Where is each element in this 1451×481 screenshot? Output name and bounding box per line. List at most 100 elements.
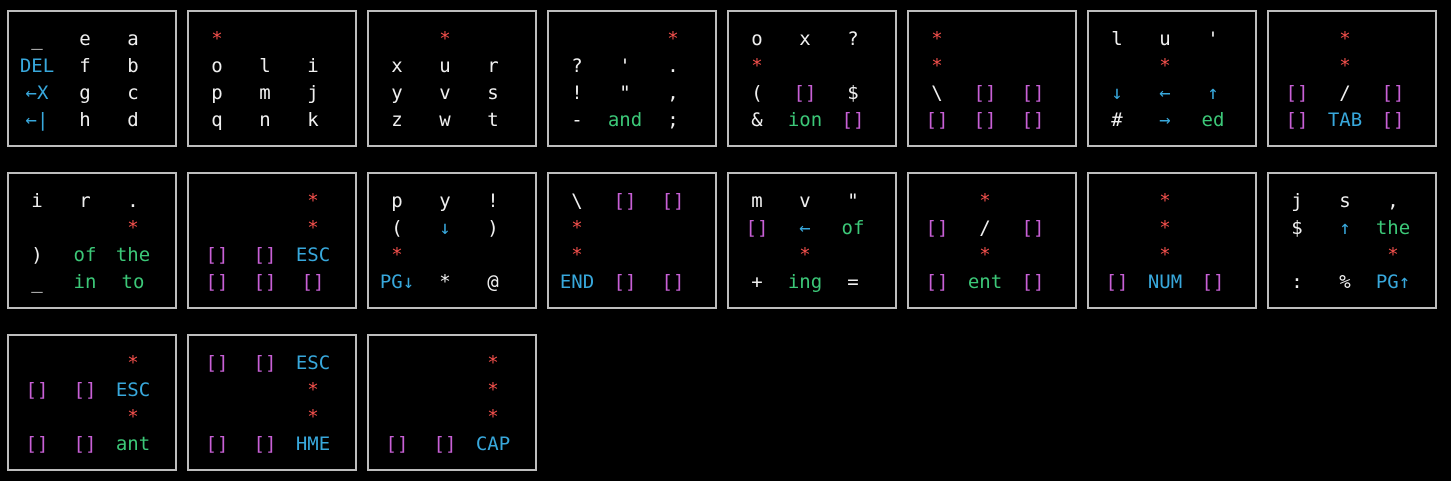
key-label: * — [979, 244, 991, 266]
key-label: l — [1111, 28, 1123, 50]
key-label: of — [841, 217, 865, 239]
key-label: ; — [667, 109, 679, 131]
key-label: * — [439, 271, 451, 293]
key-label: s — [487, 82, 499, 104]
key-label — [1189, 215, 1237, 242]
key-label: ←| — [25, 109, 49, 131]
key-label — [1321, 242, 1369, 269]
key-label: [] — [1021, 109, 1045, 131]
key-label: [] — [1381, 82, 1405, 104]
key-label: * — [931, 55, 943, 77]
key-label: [] — [1021, 271, 1045, 293]
key-label — [1009, 53, 1057, 80]
key-label — [373, 350, 421, 377]
key-label: h — [79, 109, 91, 131]
key-label — [829, 53, 877, 80]
key-label — [241, 188, 289, 215]
key-label — [601, 26, 649, 53]
key-label — [649, 242, 697, 269]
key-label — [913, 242, 961, 269]
key-label: u — [1159, 28, 1171, 50]
key-label: \ — [571, 190, 583, 212]
key-label: . — [667, 55, 679, 77]
key-label: ( — [751, 82, 763, 104]
key-label: e — [79, 28, 91, 50]
key-label: [] — [1201, 271, 1225, 293]
key-label — [421, 377, 469, 404]
key-label: * — [391, 244, 403, 266]
key-label — [241, 215, 289, 242]
key-label: : — [1291, 271, 1303, 293]
key-label: m — [259, 82, 271, 104]
key-label: [] — [253, 352, 277, 374]
key-label: * — [979, 190, 991, 212]
key-label: y — [391, 82, 403, 104]
key-label: ↓ — [1111, 82, 1123, 104]
key-panel-2: * o l i p m j q n k — [187, 10, 357, 147]
key-panel-5: o x? * ([] $ & ion [] — [727, 10, 897, 147]
key-label: [] — [925, 217, 949, 239]
key-label: s — [1339, 190, 1351, 212]
key-label: * — [487, 379, 499, 401]
key-panel-12: \ [] [] * * END [] [] — [547, 172, 717, 309]
key-panel-11: p y! (↓) * PG↓ * @ — [367, 172, 537, 309]
key-label — [13, 404, 61, 431]
key-label: ! — [487, 190, 499, 212]
key-label: \ — [931, 82, 943, 104]
key-label: DEL — [19, 55, 55, 77]
key-label — [913, 188, 961, 215]
key-label: t — [487, 109, 499, 131]
key-label: NUM — [1147, 271, 1183, 293]
key-label: TAB — [1327, 109, 1363, 131]
key-label: [] — [205, 433, 229, 455]
key-label: ? — [847, 28, 859, 50]
key-label: ←X — [25, 82, 49, 104]
key-panel-4: *? '.! ", - and; — [547, 10, 717, 147]
key-label: * — [307, 379, 319, 401]
key-label: z — [391, 109, 403, 131]
key-label — [61, 404, 109, 431]
key-layer-grid: _ e a DEL f b ←X g c ←| h d * o l i p m j q n k * x u r y v s z w t *? '.… — [7, 10, 1437, 471]
key-label: and — [607, 109, 643, 131]
key-label: = — [847, 271, 859, 293]
key-label: * — [571, 244, 583, 266]
key-label: r — [79, 190, 91, 212]
key-label: + — [751, 271, 763, 293]
key-label: g — [79, 82, 91, 104]
key-label — [601, 215, 649, 242]
key-label — [193, 188, 241, 215]
key-label: % — [1339, 271, 1351, 293]
key-label: $ — [1291, 217, 1303, 239]
key-label: * — [127, 217, 139, 239]
key-label: & — [751, 109, 763, 131]
key-label: , — [1387, 190, 1399, 212]
key-label: m — [751, 190, 763, 212]
key-label: x — [391, 55, 403, 77]
key-label — [193, 215, 241, 242]
key-label: ' — [1207, 28, 1219, 50]
key-label: * — [1159, 244, 1171, 266]
key-label: [] — [253, 433, 277, 455]
key-label — [61, 215, 109, 242]
key-label: ESC — [295, 244, 331, 266]
key-label: * — [211, 28, 223, 50]
key-label: o — [751, 28, 763, 50]
key-label: [] — [1105, 271, 1129, 293]
key-panel-14: * [] / [] * [] ent [] — [907, 172, 1077, 309]
key-label: y — [439, 190, 451, 212]
key-label: [] — [73, 379, 97, 401]
key-label: [] — [205, 244, 229, 266]
key-label — [61, 350, 109, 377]
key-label: * — [439, 28, 451, 50]
key-label — [1009, 242, 1057, 269]
key-label — [241, 26, 289, 53]
key-label: ESC — [115, 379, 151, 401]
key-label: [] — [253, 244, 277, 266]
key-label: [] — [301, 271, 325, 293]
key-label: * — [1387, 244, 1399, 266]
key-label: . — [127, 190, 139, 212]
key-label — [1009, 26, 1057, 53]
key-label: b — [127, 55, 139, 77]
key-label: $ — [847, 82, 859, 104]
key-label — [553, 26, 601, 53]
